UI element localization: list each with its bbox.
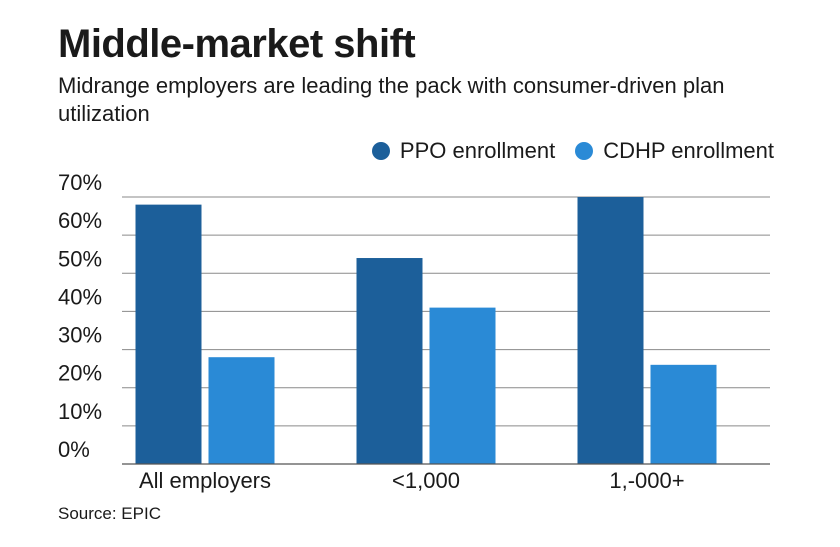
bar-ppo — [356, 258, 423, 464]
y-tick-label: 0% — [58, 437, 90, 462]
y-tick-label: 70% — [58, 170, 102, 195]
legend-swatch-cdhp — [575, 142, 594, 160]
bar-ppo — [135, 204, 202, 464]
y-tick-label: 10% — [58, 399, 102, 424]
y-tick-label: 30% — [58, 323, 102, 348]
bar-cdhp — [650, 364, 717, 464]
chart-subtitle: Midrange employers are leading the pack … — [58, 73, 725, 126]
y-tick-label: 60% — [58, 208, 102, 233]
chart-title: Middle-market shift — [58, 22, 416, 66]
source-note: Source: EPIC — [58, 504, 161, 523]
bar-cdhp — [429, 307, 496, 464]
legend-label-cdhp: CDHP enrollment — [603, 138, 774, 163]
bar-cdhp — [208, 357, 275, 464]
legend-swatch-ppo — [371, 142, 390, 160]
legend: PPO enrollment CDHP enrollment — [352, 138, 774, 164]
legend-item-cdhp: CDHP enrollment — [575, 138, 774, 164]
legend-label-ppo: PPO enrollment — [399, 138, 556, 163]
x-tick-label: 1,-000+ — [609, 468, 684, 493]
legend-item-ppo: PPO enrollment — [371, 138, 556, 164]
x-tick-label: <1,000 — [392, 468, 460, 493]
bar-ppo — [577, 197, 644, 464]
y-tick-label: 40% — [58, 284, 102, 309]
y-tick-label: 20% — [58, 361, 102, 386]
y-tick-label: 50% — [58, 246, 102, 271]
x-tick-label: All employers — [139, 468, 271, 493]
